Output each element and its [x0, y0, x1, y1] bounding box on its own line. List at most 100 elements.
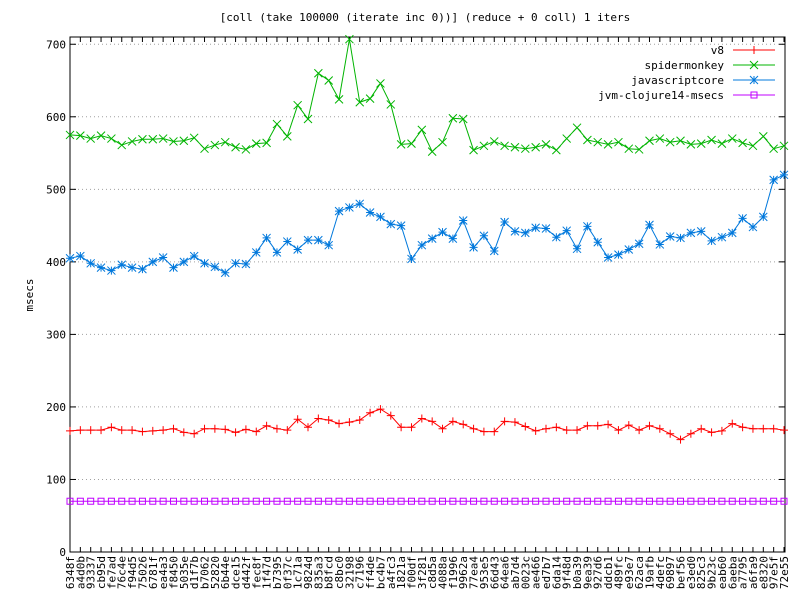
- data-point: [86, 258, 96, 268]
- data-point: [127, 137, 137, 146]
- data-point: [158, 253, 168, 262]
- data-point: [365, 208, 375, 217]
- data-point: [469, 242, 478, 252]
- data-point: [159, 426, 168, 435]
- data-point: [469, 424, 478, 433]
- data-point: [231, 428, 240, 437]
- data-point: [76, 497, 84, 505]
- data-point: [272, 119, 282, 129]
- y-tick-label: 200: [46, 401, 66, 414]
- data-point: [334, 206, 344, 216]
- data-point: [407, 423, 416, 432]
- data-point: [490, 497, 498, 505]
- x-tick-label: 75026: [136, 556, 149, 589]
- data-point: [128, 497, 136, 505]
- data-point: [128, 426, 137, 435]
- data-point: [232, 497, 240, 505]
- data-point: [510, 227, 520, 236]
- data-point: [707, 428, 716, 437]
- x-tick-label: 6781f: [147, 556, 160, 589]
- data-point: [282, 132, 292, 141]
- data-point: [572, 244, 582, 254]
- data-point: [686, 139, 696, 149]
- x-tick-label: 9b23c: [706, 556, 719, 589]
- data-point: [520, 228, 530, 238]
- y-tick-label: 700: [46, 38, 66, 51]
- data-point: [356, 497, 364, 505]
- data-point: [107, 423, 116, 432]
- data-point: [241, 425, 250, 434]
- data-point: [86, 134, 96, 143]
- data-point: [335, 419, 344, 428]
- data-point: [448, 113, 458, 123]
- data-point: [179, 136, 189, 146]
- data-point: [603, 139, 613, 149]
- data-point: [696, 139, 706, 148]
- y-tick-label: 600: [46, 111, 66, 124]
- data-point: [262, 233, 271, 243]
- data-point: [738, 213, 747, 223]
- data-point: [759, 497, 767, 505]
- data-point: [573, 497, 581, 505]
- data-point: [272, 248, 282, 257]
- data-point: [334, 95, 344, 104]
- data-point: [428, 497, 436, 505]
- data-point: [396, 221, 406, 230]
- data-point: [738, 423, 747, 432]
- data-point: [624, 245, 634, 254]
- x-tick-label: 927d6: [592, 556, 605, 589]
- x-tick-label: e3ed0: [685, 556, 698, 589]
- x-tick-label: 9f48d: [561, 556, 574, 589]
- x-tick-label: 62aca: [633, 556, 646, 589]
- x-tick-label: 77ea4: [468, 556, 481, 589]
- x-tick-label: 835a3: [312, 556, 325, 589]
- data-point: [97, 426, 106, 435]
- data-point: [303, 114, 313, 124]
- data-point: [96, 263, 106, 273]
- series-line: [69, 174, 785, 274]
- data-point: [304, 497, 312, 505]
- data-point: [541, 139, 551, 149]
- x-tick-label: 4088a: [437, 556, 450, 589]
- data-point: [376, 497, 384, 505]
- data-point: [138, 497, 146, 505]
- data-point: [355, 199, 365, 209]
- data-point: [645, 421, 654, 430]
- data-point: [304, 423, 312, 432]
- x-tick-label: ae466: [530, 556, 543, 589]
- data-point: [769, 144, 779, 154]
- x-tick-label: ff4de: [364, 556, 377, 589]
- x-tick-label: 19afb: [643, 556, 656, 589]
- data-point: [717, 232, 727, 242]
- data-point: [665, 232, 675, 241]
- data-point: [677, 497, 685, 505]
- data-point: [158, 134, 168, 143]
- data-point: [117, 140, 127, 150]
- data-point: [624, 144, 634, 154]
- data-point: [75, 251, 85, 261]
- data-point: [397, 497, 405, 505]
- data-point: [438, 227, 447, 237]
- data-point: [189, 133, 199, 143]
- data-point: [479, 231, 489, 241]
- x-tick-label: 97e5f: [768, 556, 781, 589]
- y-tick-label: 0: [59, 546, 66, 559]
- data-point: [179, 257, 189, 267]
- data-point: [262, 421, 271, 430]
- data-point: [748, 424, 757, 433]
- series-javascriptcore: [65, 170, 789, 278]
- data-point: [221, 497, 229, 505]
- x-tick-label: 5035e: [178, 556, 191, 589]
- data-point: [479, 427, 488, 436]
- data-point: [593, 421, 602, 430]
- data-point: [459, 420, 468, 429]
- y-tick-label: 100: [46, 473, 66, 486]
- data-point: [251, 139, 261, 148]
- y-tick-label: 400: [46, 256, 66, 269]
- x-tick-label: a4fc3: [385, 556, 398, 589]
- data-point: [458, 114, 468, 124]
- series-line: [69, 39, 785, 153]
- data-point: [614, 426, 623, 435]
- legend-swatch-marker: [750, 91, 758, 99]
- data-point: [697, 497, 705, 505]
